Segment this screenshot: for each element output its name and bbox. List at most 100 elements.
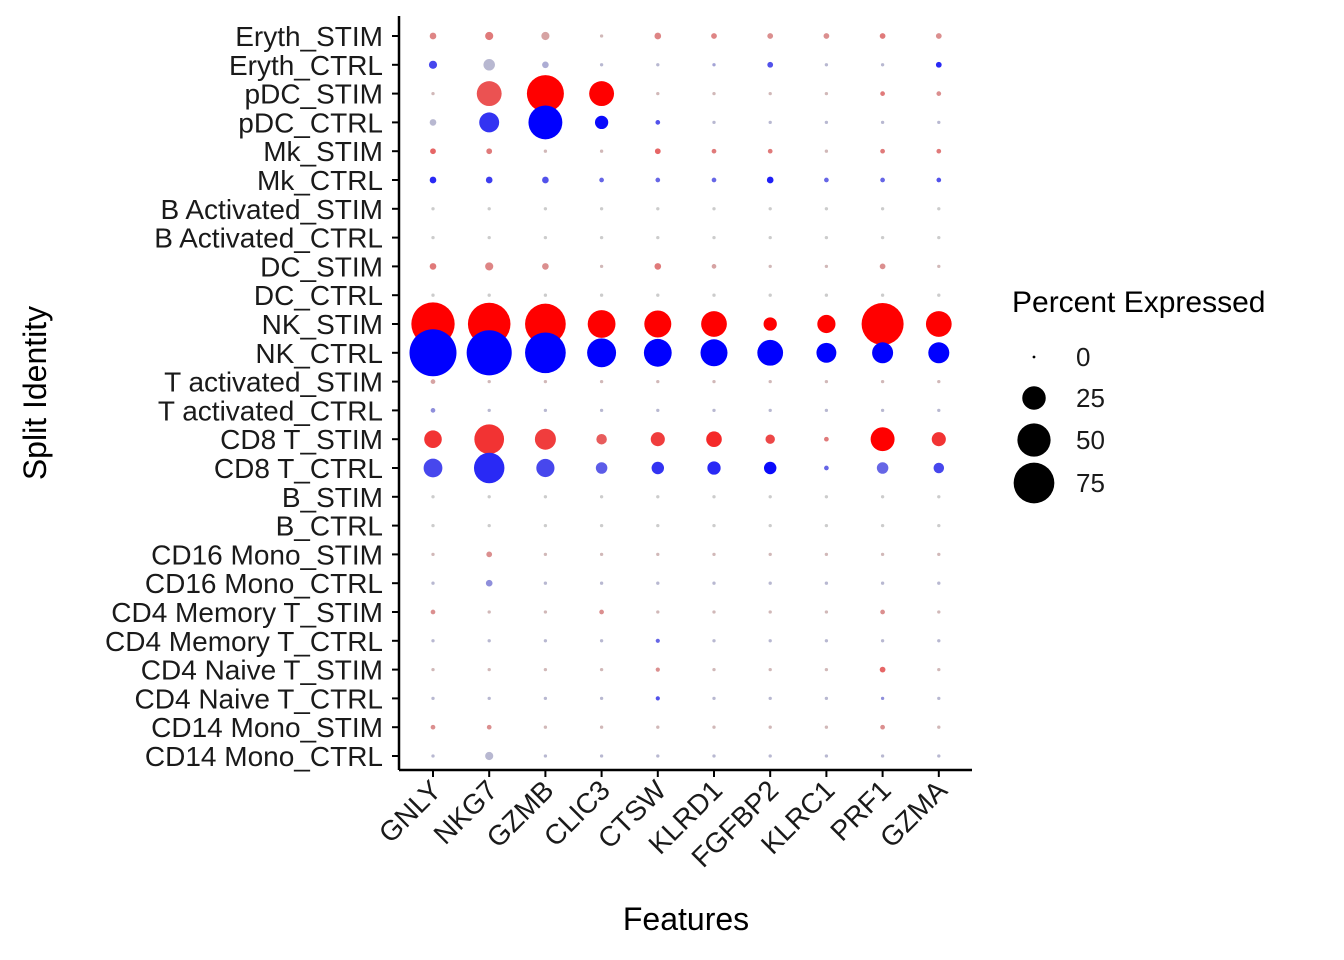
dot-gzma-nk-stim [925,311,952,337]
dot-prf1-b-stim [880,495,885,499]
dot-prf1-eryth-ctrl [880,63,885,67]
dot-gnly-b-stim [431,495,435,499]
dot-prf1-mk-ctrl [880,177,885,183]
dot-clic3-cd8-t-stim [596,433,607,445]
dot-ctsw-nk-ctrl [643,338,672,367]
y-tick-label: CD14 Mono_CTRL [145,741,383,772]
dot-klrd1-cd14-mono-stim [712,725,716,729]
dot-clic3-cd4-naive-t-ctrl [599,696,604,701]
dot-klrd1-b-activated-ctrl [712,235,716,240]
dot-gzmb-b-activated-stim [543,207,548,211]
dot-fgfbp2-cd4-naive-t-stim [768,667,772,672]
dot-ctsw-t-activated-ctrl [656,408,660,413]
dot-gzmb-pdc-ctrl [528,105,563,140]
dot-ctsw-pdc-stim [656,91,660,96]
dot-clic3-cd8-t-ctrl [595,462,608,474]
dot-clic3-b-stim [599,495,604,499]
dot-klrd1-cd8-t-stim [706,431,722,447]
dot-gzmb-cd4-memory-t-ctrl [543,639,548,643]
dot-clic3-cd4-memory-t-stim [599,609,604,615]
dot-gzma-eryth-ctrl [935,61,942,68]
dot-nkg7-pdc-stim [476,81,502,107]
dot-ctsw-eryth-stim [654,32,662,40]
dot-gzmb-cd4-naive-t-stim [543,667,548,672]
dot-gzmb-cd8-t-stim [534,428,556,450]
dot-clic3-pdc-stim [589,81,615,107]
legend-size-label: 25 [1076,383,1105,413]
dot-nkg7-cd4-naive-t-stim [487,667,491,672]
dot-gzmb-nk-ctrl [525,332,566,374]
dot-prf1-cd4-memory-t-stim [880,609,885,615]
dot-nkg7-b-stim [487,495,491,499]
dot-klrd1-nk-ctrl [700,339,728,367]
dot-klrd1-b-ctrl [712,523,716,528]
dot-ctsw-dc-ctrl [656,293,660,297]
dot-ctsw-b-activated-ctrl [656,235,660,240]
dot-ctsw-mk-stim [654,148,661,155]
dot-klrc1-b-stim [824,495,829,499]
dot-gzmb-t-activated-stim [543,379,548,384]
dot-clic3-eryth-stim [599,34,604,38]
y-tick-label: CD4 Memory T_CTRL [105,626,383,657]
dot-gzmb-cd8-t-ctrl [536,458,555,478]
dot-prf1-cd16-mono-stim [880,552,885,557]
dot-fgfbp2-b-activated-stim [768,207,772,211]
dot-ctsw-cd14-mono-stim [656,725,660,729]
dot-gnly-mk-ctrl [429,176,437,184]
size-legend: Percent Expressed 0 25 50 75 [1012,286,1265,504]
dot-gzma-cd8-t-ctrl [933,462,945,474]
dot-gnly-pdc-stim [431,91,435,96]
dot-gnly-dc-ctrl [431,293,435,297]
dot-klrd1-eryth-stim [711,33,717,39]
dot-gnly-eryth-stim [429,32,437,40]
dot-nkg7-dc-ctrl [487,293,491,297]
y-tick-label: B_CTRL [276,511,383,542]
dot-prf1-b-activated-stim [880,207,885,211]
dot-klrc1-t-activated-stim [824,379,829,384]
dot-nkg7-b-ctrl [487,523,491,528]
dot-klrc1-cd4-naive-t-ctrl [824,696,829,701]
dot-klrd1-t-activated-ctrl [712,408,716,413]
dot-prf1-cd14-mono-stim [880,724,885,730]
dot-nkg7-eryth-stim [485,31,494,41]
dot-gzma-pdc-stim [936,91,942,96]
dot-klrc1-cd14-mono-stim [824,725,829,729]
dot-ctsw-cd4-naive-t-ctrl [655,696,660,701]
dot-gnly-cd8-t-stim [424,430,442,448]
dot-gzma-b-activated-stim [937,207,941,211]
dot-gnly-pdc-ctrl [429,119,437,126]
dot-prf1-b-activated-ctrl [880,235,885,240]
dot-klrc1-pdc-stim [824,91,829,96]
dot-clic3-eryth-ctrl [599,63,604,67]
dot-nkg7-t-activated-stim [487,379,491,384]
dot-fgfbp2-cd14-mono-ctrl [768,754,772,758]
dot-klrc1-b-activated-stim [824,207,829,211]
dot-klrc1-mk-ctrl [824,177,829,183]
dot-fgfbp2-t-activated-ctrl [768,408,772,413]
y-tick-label: B_STIM [282,482,383,513]
dot-fgfbp2-eryth-stim [767,33,774,39]
dot-gnly-cd4-naive-t-stim [431,667,435,672]
dot-clic3-cd16-mono-stim [599,552,604,557]
dot-gzma-mk-stim [936,148,942,154]
dot-ctsw-b-activated-stim [656,207,660,211]
dot-ctsw-eryth-ctrl [656,63,660,67]
dot-clic3-b-ctrl [599,523,604,528]
dot-klrc1-b-ctrl [824,523,829,528]
dot-nkg7-t-activated-ctrl [487,408,491,413]
dot-prf1-nk-ctrl [872,342,894,364]
dot-fgfbp2-cd8-t-stim [765,434,775,444]
dot-gnly-dc-stim [429,263,437,270]
dot-gnly-cd16-mono-ctrl [431,581,435,585]
dot-layer [409,31,952,761]
y-tick-label: CD16 Mono_CTRL [145,568,383,599]
dot-nkg7-cd16-mono-stim [486,551,493,558]
y-tick-label: NK_CTRL [255,338,383,369]
dot-prf1-mk-stim [880,148,885,154]
dot-gnly-b-ctrl [431,523,435,528]
dot-fgfbp2-mk-stim [767,148,773,154]
dot-klrd1-cd4-naive-t-stim [712,667,716,672]
dot-prf1-cd14-mono-ctrl [880,754,885,758]
dot-gzmb-pdc-stim [526,75,564,113]
dot-gzma-cd14-mono-ctrl [937,754,941,758]
